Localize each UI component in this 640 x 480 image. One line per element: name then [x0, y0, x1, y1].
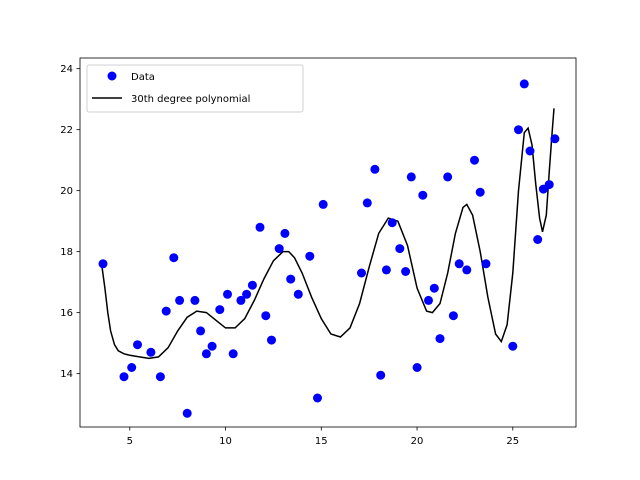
data-point-58	[550, 134, 560, 144]
data-point-22	[267, 335, 276, 345]
data-point-7	[169, 253, 179, 263]
data-point-9	[182, 408, 192, 418]
data-point-18	[242, 289, 252, 299]
data-point-20	[255, 222, 265, 232]
y-tick-label: 18	[60, 247, 73, 258]
data-point-19	[247, 280, 257, 290]
data-point-14	[215, 305, 225, 315]
legend-label-polynomial: 30th degree polynomial	[131, 94, 250, 105]
data-point-39	[412, 363, 422, 372]
x-axis: 5 10 15 20 25	[127, 427, 519, 447]
data-point-30	[357, 268, 366, 278]
plot-frame	[79, 57, 577, 428]
data-point-6	[161, 306, 171, 316]
data-point-54	[525, 146, 535, 156]
data-point-4	[146, 347, 156, 357]
legend-marker-data	[107, 71, 117, 81]
data-point-21	[261, 311, 271, 321]
data-point-25	[286, 274, 296, 284]
x-tick-label: 20	[411, 436, 424, 447]
data-point-8	[175, 295, 185, 305]
data-point-48	[470, 155, 479, 165]
data-point-17	[236, 295, 246, 305]
data-point-44	[443, 172, 453, 182]
data-point-50	[481, 259, 491, 269]
data-point-33	[376, 370, 386, 380]
y-tick-label: 20	[60, 186, 73, 197]
data-point-0	[98, 259, 108, 269]
data-point-24	[280, 228, 290, 238]
data-point-5	[155, 372, 165, 382]
y-tick-label: 24	[60, 64, 73, 75]
plot-area	[80, 58, 576, 427]
data-point-31	[362, 198, 372, 208]
data-point-55	[533, 235, 543, 244]
data-point-2	[127, 363, 137, 372]
data-point-46	[454, 259, 464, 269]
data-point-27	[305, 251, 315, 261]
data-point-29	[318, 199, 328, 209]
data-point-57	[544, 180, 554, 190]
legend: Data 30th degree polynomial	[86, 64, 304, 113]
y-tick-label: 16	[60, 308, 73, 319]
line-layer	[101, 108, 555, 360]
y-tick-label: 14	[60, 369, 73, 380]
x-tick-label: 5	[127, 436, 133, 447]
data-point-38	[406, 172, 416, 182]
data-point-49	[475, 187, 485, 197]
data-point-1	[119, 372, 129, 382]
y-tick-label: 22	[60, 125, 73, 136]
legend-box	[86, 64, 304, 113]
legend-label-data: Data	[131, 72, 155, 83]
data-point-16	[228, 349, 238, 359]
x-tick-label: 10	[219, 436, 232, 447]
data-point-36	[395, 244, 405, 254]
data-point-45	[448, 311, 458, 321]
data-point-26	[293, 289, 303, 299]
data-point-15	[223, 289, 232, 299]
data-point-32	[370, 164, 380, 174]
data-point-34	[381, 265, 391, 275]
data-point-42	[429, 283, 439, 293]
data-point-10	[190, 295, 200, 305]
data-point-12	[201, 349, 211, 359]
data-point-11	[196, 326, 206, 336]
polynomial-fit-line	[101, 108, 555, 360]
x-tick-label: 25	[506, 436, 519, 447]
data-point-3	[133, 340, 142, 350]
data-point-35	[387, 218, 397, 228]
y-axis: 14 16 18 20 22 24	[60, 64, 80, 380]
data-point-41	[424, 295, 433, 305]
data-point-37	[401, 267, 411, 276]
data-point-51	[508, 341, 518, 351]
point-layer	[98, 79, 560, 418]
data-point-53	[519, 79, 529, 89]
data-point-40	[418, 190, 428, 200]
x-tick-label: 15	[315, 436, 328, 447]
data-point-23	[274, 244, 284, 254]
data-point-52	[514, 125, 523, 135]
data-point-43	[435, 334, 445, 344]
data-point-47	[462, 265, 472, 275]
data-point-28	[313, 393, 322, 403]
data-point-13	[207, 341, 217, 351]
